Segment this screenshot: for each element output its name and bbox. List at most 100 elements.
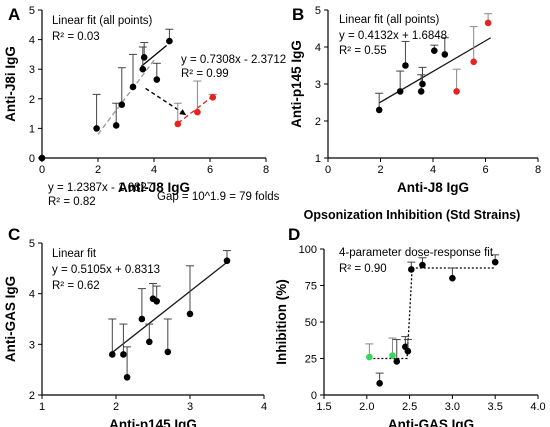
chart-panel-a: A 0 2 4 6 8 0 1 2 3 4 5 Anti-J8 IgG Anti-J8i IgG Linea… bbox=[3, 5, 286, 208]
x-tick-label: 2 bbox=[377, 164, 383, 176]
data-point-s1-1 bbox=[375, 106, 383, 114]
data-point-s1-4 bbox=[417, 88, 425, 95]
y-tick-label: 3 bbox=[29, 64, 35, 76]
y-tick-label: 100 bbox=[299, 244, 317, 256]
y-tick-label: 75 bbox=[305, 281, 317, 293]
data-point-s2-6 bbox=[419, 261, 426, 269]
annotation-3: R² = 0.55 bbox=[339, 45, 387, 57]
x-tick-label: 8 bbox=[535, 164, 541, 176]
y-axis-title: Anti-J8i IgG bbox=[3, 46, 18, 122]
fit-line-1 bbox=[140, 45, 168, 67]
data-point-s1-6 bbox=[431, 47, 438, 54]
data-point-s1-7 bbox=[441, 51, 449, 58]
panel-label-c: C bbox=[8, 225, 20, 244]
fit-line-1 bbox=[369, 267, 496, 360]
annotation-2: R² = 0.90 bbox=[339, 263, 387, 275]
x-tick-label: 6 bbox=[207, 164, 213, 176]
y-tick-label: 3 bbox=[29, 339, 35, 351]
data-point-s1-1 bbox=[38, 154, 46, 162]
x-axis-title: Anti-p145 IgG bbox=[109, 417, 197, 427]
annotation-1: 4-parameter dose-response fit bbox=[339, 247, 494, 259]
x-tick-label: 4 bbox=[261, 401, 267, 413]
data-point-s2-8 bbox=[491, 258, 499, 266]
x-tick-label: 3.5 bbox=[488, 401, 503, 413]
data-point-s2-3 bbox=[209, 94, 217, 101]
y-tick-label: 1 bbox=[29, 123, 35, 135]
y-tick-label: 5 bbox=[29, 238, 35, 250]
x-tick-label: 4 bbox=[430, 164, 436, 176]
y-tick-label: 5 bbox=[315, 5, 321, 17]
data-point-s1-3 bbox=[112, 122, 120, 129]
data-point-s1-1 bbox=[109, 351, 116, 358]
data-point-s1-6 bbox=[139, 65, 147, 73]
x-axis-title: Anti-GAS IgG bbox=[388, 417, 474, 427]
x-tick-label: 0 bbox=[39, 164, 45, 176]
x-tick-label: 2 bbox=[95, 164, 101, 176]
annotation-1: Linear fit (all points) bbox=[339, 14, 440, 26]
data-point-s1-4 bbox=[138, 315, 146, 323]
fit-line-1 bbox=[111, 261, 228, 353]
y-axis-title: Anti-p145 IgG bbox=[289, 40, 304, 128]
annotation-4: R² = 0.99 bbox=[181, 68, 229, 80]
y-tick-label: 3 bbox=[315, 79, 321, 91]
fit-line-3 bbox=[97, 59, 155, 135]
y-tick-label: 2 bbox=[29, 94, 35, 106]
y-tick-label: 0 bbox=[311, 390, 317, 402]
data-point-s1-7 bbox=[140, 54, 148, 61]
data-point-s2-4 bbox=[404, 347, 412, 355]
x-tick-label: 6 bbox=[482, 164, 488, 176]
y-axis-title: Anti-GAS IgG bbox=[3, 276, 18, 362]
supertitle: Opsonization Inhibition (Std Strains) bbox=[304, 208, 521, 222]
y-tick-label: 4 bbox=[315, 42, 321, 54]
gap-arrow-head bbox=[179, 109, 187, 116]
annotation-3: y = 0.7308x - 2.3712 bbox=[181, 54, 286, 66]
x-tick-label: 1 bbox=[39, 401, 45, 413]
data-point-s1-3 bbox=[402, 62, 409, 69]
y-tick-label: 0 bbox=[29, 153, 35, 165]
annotation-5: y = 1.2387x - 1.6827 bbox=[48, 182, 153, 194]
data-point-s1-10 bbox=[223, 257, 231, 265]
x-tick-label: 2 bbox=[113, 401, 119, 413]
gap-arrow-line bbox=[145, 87, 187, 116]
data-point-s1-2 bbox=[93, 125, 100, 132]
data-point-s2-1 bbox=[453, 88, 460, 95]
panel-label-b: B bbox=[292, 5, 304, 24]
data-point-s1-2 bbox=[396, 88, 404, 95]
data-point-s1-1 bbox=[366, 353, 373, 361]
x-tick-label: 8 bbox=[263, 164, 269, 176]
data-point-s2-2 bbox=[194, 108, 201, 116]
data-point-s1-2 bbox=[389, 352, 396, 359]
annotation-1: Linear fit bbox=[52, 248, 97, 260]
data-point-s1-5 bbox=[129, 83, 137, 91]
chart-panel-d: D 1.5 2.0 2.5 3.0 3.5 4.0 0 25 50 75 100 Anti-GAS Ig… bbox=[274, 225, 546, 427]
data-point-s1-3 bbox=[123, 373, 131, 381]
annotation-2: y = 0.4132x + 1.6848 bbox=[339, 30, 447, 42]
data-point-s1-5 bbox=[419, 80, 426, 88]
data-point-s1-4 bbox=[118, 101, 126, 109]
x-axis-title: Anti-J8 IgG bbox=[118, 180, 190, 195]
data-point-s1-7 bbox=[153, 297, 160, 305]
x-tick-label: 2.5 bbox=[402, 401, 417, 413]
data-point-s1-9 bbox=[166, 37, 173, 45]
y-tick-label: 4 bbox=[29, 289, 35, 301]
x-tick-label: 1.5 bbox=[316, 401, 331, 413]
y-tick-label: 25 bbox=[305, 354, 317, 366]
annotation-1: Linear fit (all points) bbox=[52, 15, 153, 27]
y-tick-label: 2 bbox=[29, 390, 35, 402]
data-point-s2-2 bbox=[393, 358, 401, 365]
x-tick-label: 2.0 bbox=[359, 401, 374, 413]
annotation-6: R² = 0.82 bbox=[48, 196, 96, 208]
chart-panel-b: B 0 2 4 6 8 1 2 3 4 5 Anti-J8 IgG Anti-p145 IgG Linea… bbox=[289, 5, 541, 195]
x-tick-label: 3.0 bbox=[445, 401, 460, 413]
data-point-s2-1 bbox=[376, 380, 383, 387]
x-tick-label: 4 bbox=[151, 164, 157, 176]
y-tick-label: 2 bbox=[315, 116, 321, 128]
data-point-s1-8 bbox=[153, 76, 161, 83]
annotation-3: R² = 0.62 bbox=[52, 280, 100, 292]
x-axis-title: Anti-J8 IgG bbox=[397, 180, 469, 195]
data-point-s1-8 bbox=[164, 348, 172, 356]
panel-label-d: D bbox=[288, 225, 300, 244]
annotation-7: Gap = 10^1.9 = 79 folds bbox=[157, 191, 280, 203]
y-axis-title: Inhibition (%) bbox=[274, 279, 289, 364]
